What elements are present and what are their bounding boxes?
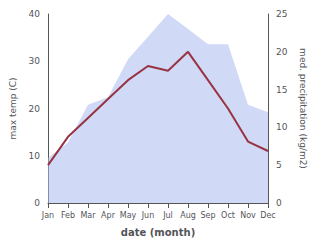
svg-text:5: 5	[276, 160, 282, 170]
svg-text:Aug: Aug	[180, 211, 196, 220]
svg-text:Dec: Dec	[260, 211, 275, 220]
svg-text:15: 15	[276, 85, 287, 95]
svg-text:0: 0	[34, 198, 40, 208]
svg-text:40: 40	[29, 9, 41, 19]
svg-text:Mar: Mar	[80, 211, 96, 220]
svg-text:Jan: Jan	[41, 211, 54, 220]
svg-text:20: 20	[276, 47, 288, 57]
svg-text:25: 25	[276, 9, 287, 19]
svg-text:10: 10	[276, 122, 288, 132]
svg-text:Oct: Oct	[221, 211, 235, 220]
svg-text:date (month): date (month)	[121, 227, 195, 238]
svg-text:30: 30	[29, 56, 41, 66]
svg-text:Jun: Jun	[141, 211, 155, 220]
svg-text:10: 10	[29, 151, 41, 161]
svg-text:max temp (C): max temp (C)	[8, 77, 18, 139]
svg-text:May: May	[120, 211, 137, 220]
svg-text:Sep: Sep	[200, 211, 215, 220]
svg-text:Jul: Jul	[162, 211, 173, 220]
svg-text:20: 20	[29, 104, 41, 114]
svg-text:Apr: Apr	[101, 211, 116, 220]
svg-text:med. precipitation (kg/m2): med. precipitation (kg/m2)	[298, 48, 308, 169]
svg-text:Feb: Feb	[61, 211, 75, 220]
svg-text:0: 0	[276, 198, 282, 208]
svg-text:Nov: Nov	[240, 211, 256, 220]
